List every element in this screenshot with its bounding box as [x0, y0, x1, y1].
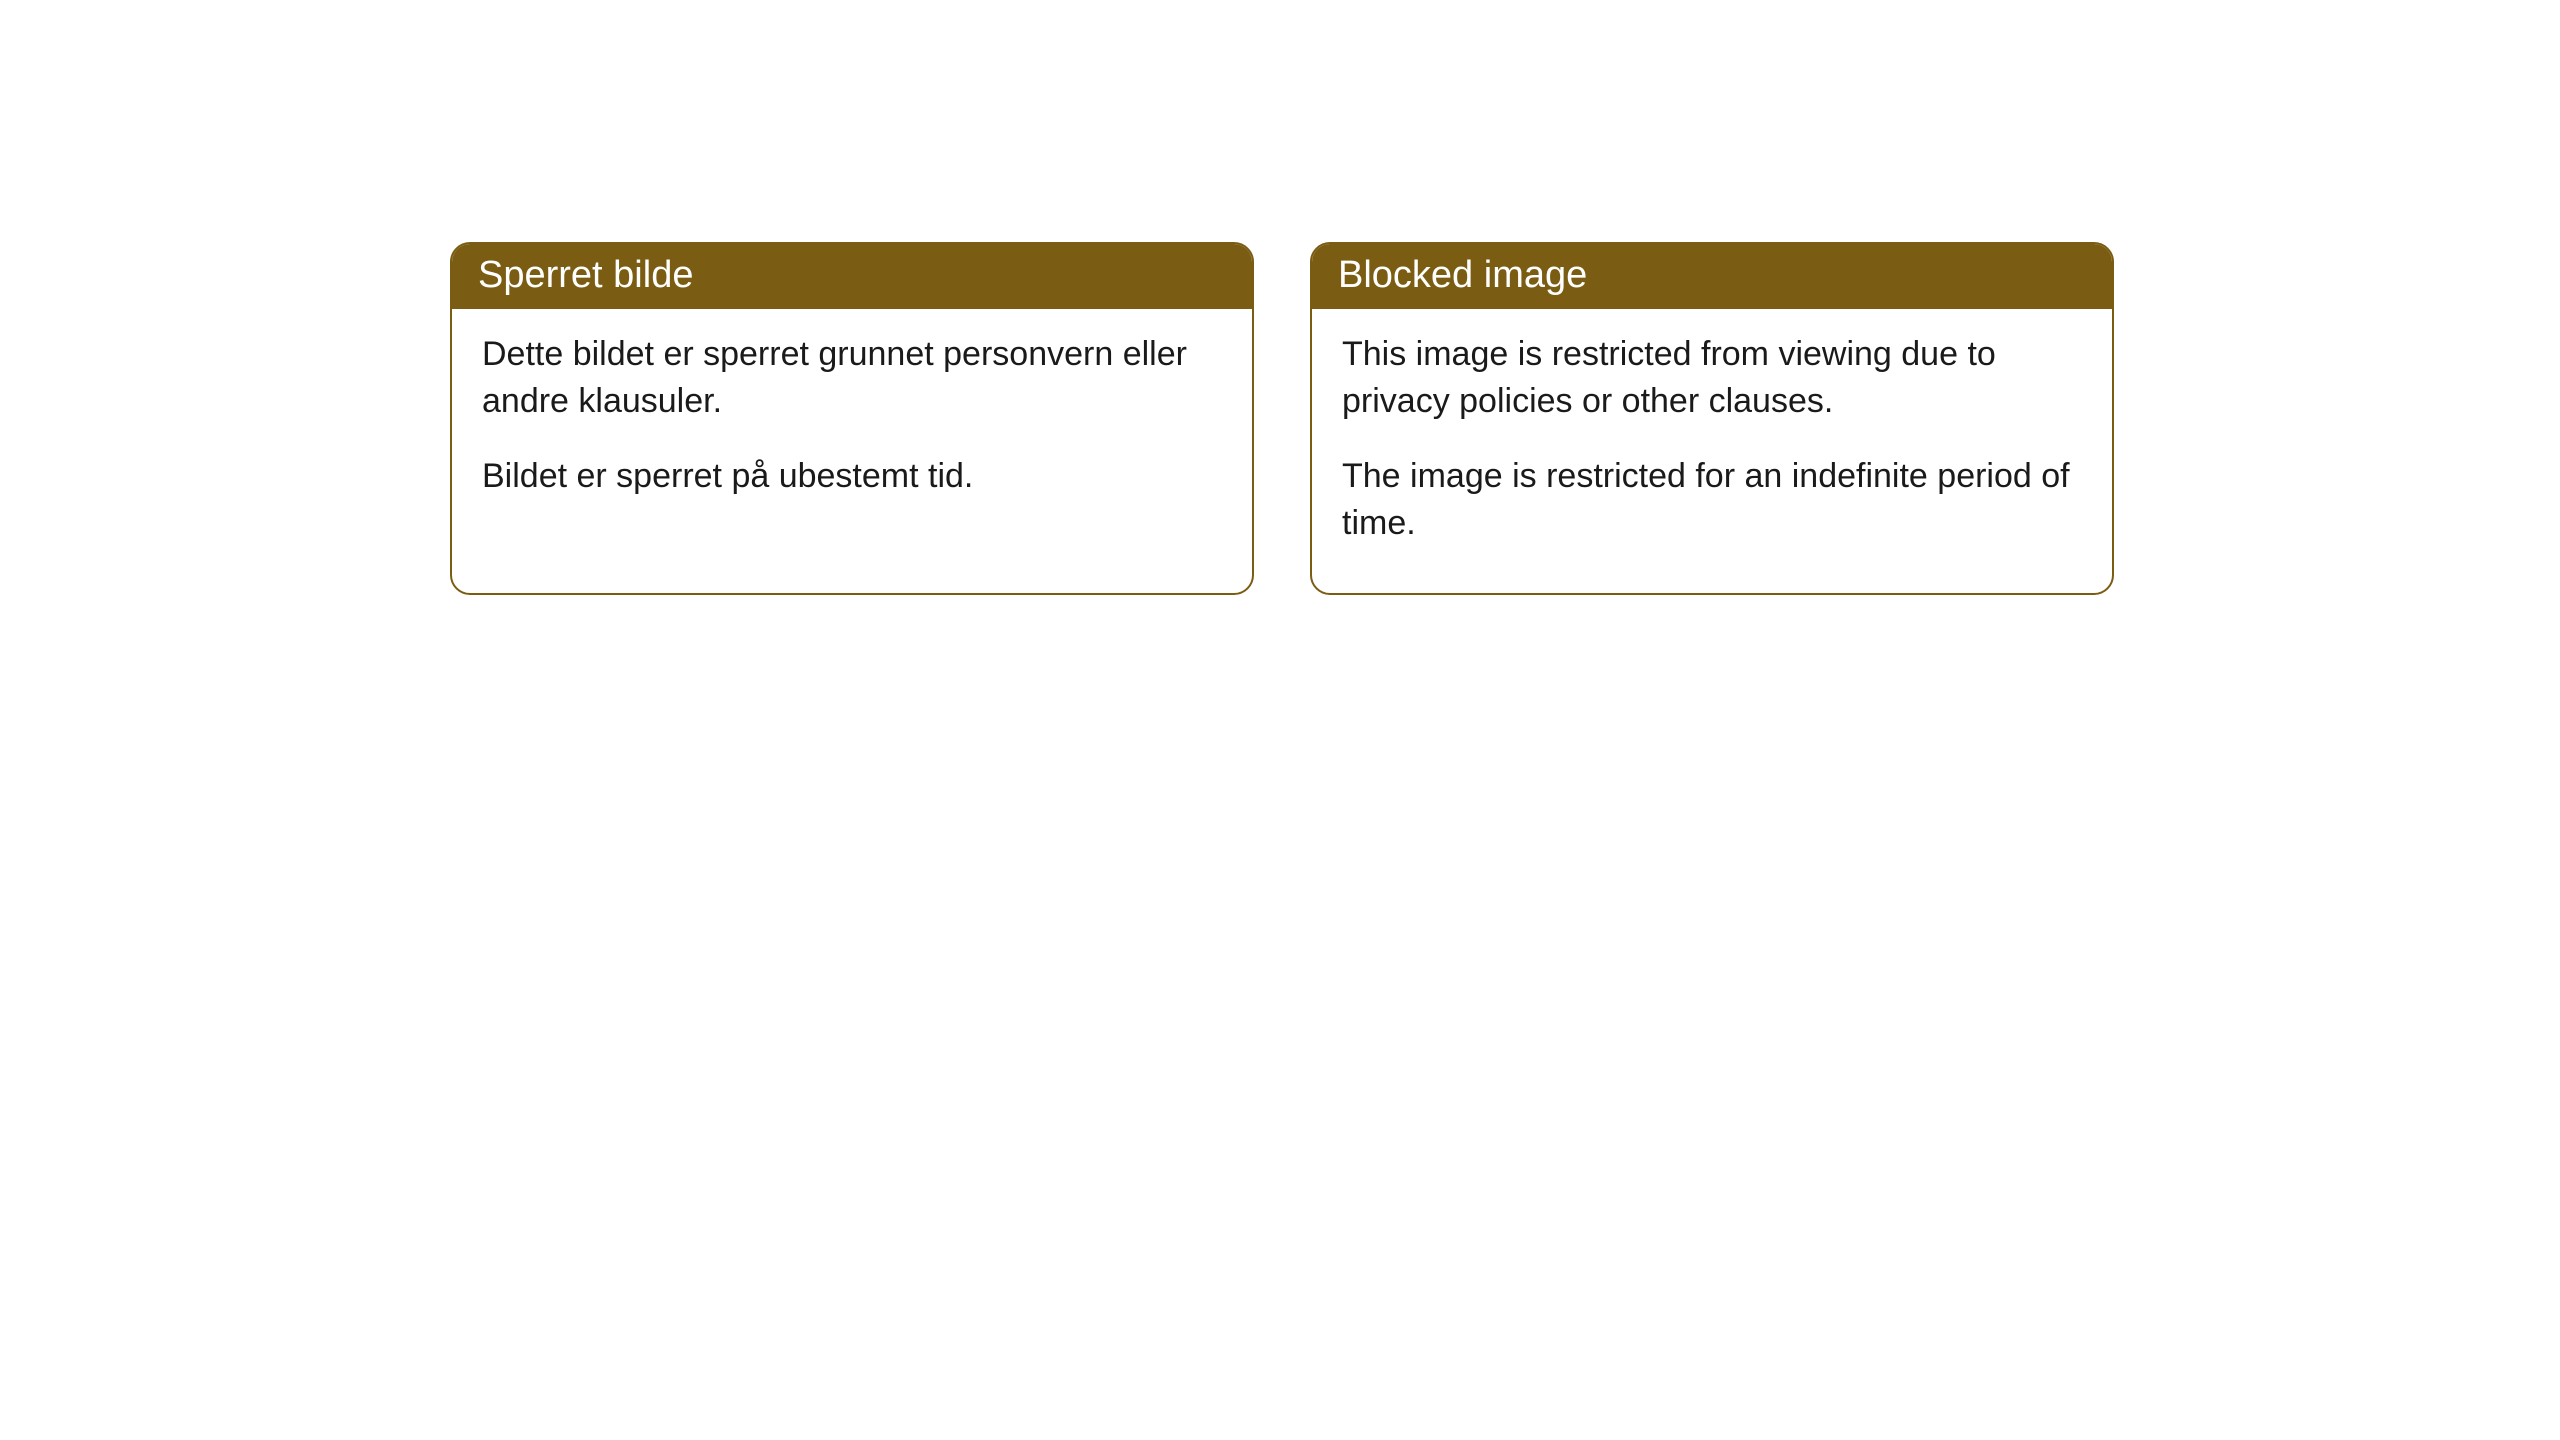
- cards-container: Sperret bilde Dette bildet er sperret gr…: [0, 0, 2560, 595]
- card-body-english: This image is restricted from viewing du…: [1312, 309, 2112, 593]
- card-paragraph: This image is restricted from viewing du…: [1342, 331, 2082, 425]
- card-paragraph: Bildet er sperret på ubestemt tid.: [482, 453, 1222, 500]
- card-body-norwegian: Dette bildet er sperret grunnet personve…: [452, 309, 1252, 546]
- card-paragraph: Dette bildet er sperret grunnet personve…: [482, 331, 1222, 425]
- card-paragraph: The image is restricted for an indefinit…: [1342, 453, 2082, 547]
- card-norwegian: Sperret bilde Dette bildet er sperret gr…: [450, 242, 1254, 595]
- card-header-norwegian: Sperret bilde: [452, 244, 1252, 309]
- card-header-english: Blocked image: [1312, 244, 2112, 309]
- card-english: Blocked image This image is restricted f…: [1310, 242, 2114, 595]
